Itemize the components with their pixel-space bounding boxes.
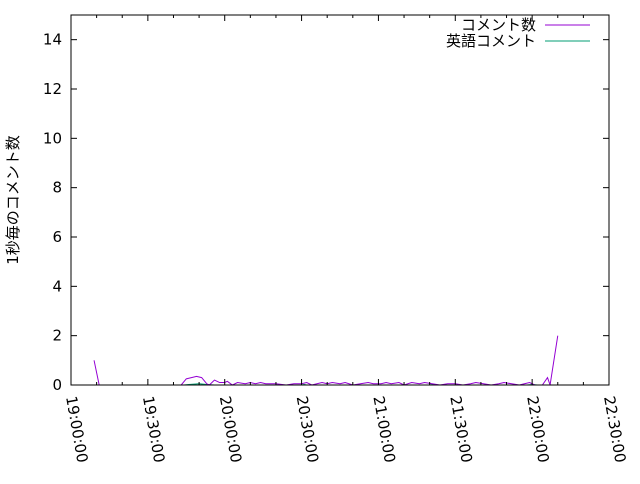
x-tick-label: 22:30:00 (600, 395, 629, 464)
x-tick-label: 20:30:00 (293, 395, 322, 464)
series-line-0 (93, 335, 559, 386)
y-tick-label: 12 (43, 80, 62, 98)
plot-border (70, 14, 610, 386)
y-tick-label: 6 (52, 228, 62, 246)
legend-label: コメント数 (461, 16, 536, 34)
x-tick-label: 20:00:00 (216, 395, 245, 464)
y-tick-label: 14 (43, 31, 62, 49)
y-tick-label: 2 (52, 327, 62, 345)
y-tick-label: 0 (52, 376, 62, 394)
x-tick-label: 21:30:00 (446, 395, 475, 464)
x-tick-label: 19:00:00 (62, 395, 91, 464)
y-tick-label: 4 (52, 277, 62, 295)
y-tick-label: 8 (52, 179, 62, 197)
x-tick-label: 22:00:00 (523, 395, 552, 464)
y-tick-label: 10 (43, 129, 62, 147)
x-tick-label: 19:30:00 (139, 395, 168, 464)
legend-label: 英語コメント (446, 32, 536, 50)
x-tick-label: 21:00:00 (369, 395, 398, 464)
y-axis-label: 1秒毎のコメント数 (4, 135, 22, 265)
